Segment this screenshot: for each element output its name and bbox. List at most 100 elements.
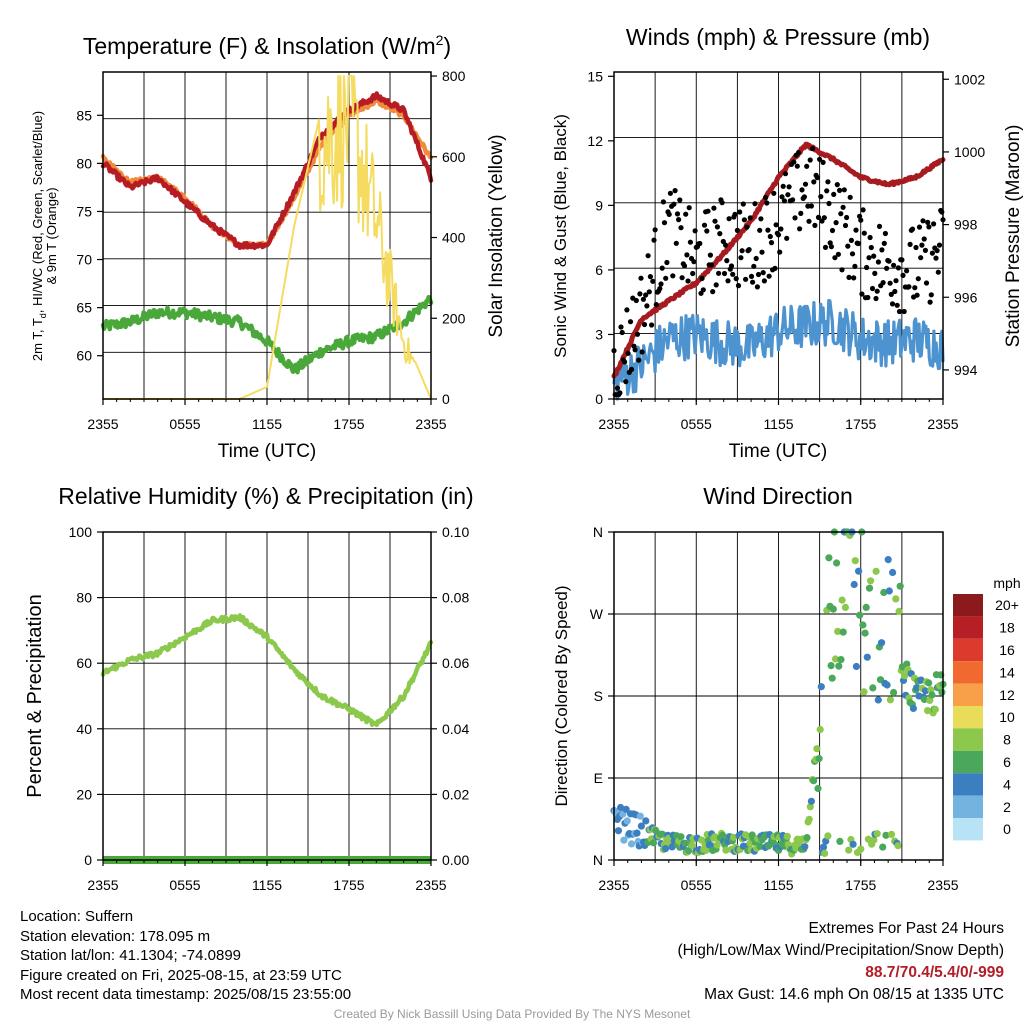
gust-point <box>754 284 761 290</box>
gust-point <box>834 182 840 188</box>
direction-point <box>857 845 865 853</box>
direction-point <box>867 577 875 585</box>
temp-y-axis: 60 65 70 75 80 85 <box>76 107 103 364</box>
gust-point <box>933 255 939 261</box>
x-tick-label: 1755 <box>333 877 364 893</box>
x-tick-label: 1155 <box>252 416 282 432</box>
y-tick-label: 75 <box>76 203 92 219</box>
wind-series-layer <box>611 141 946 401</box>
direction-point <box>633 829 641 837</box>
gust-point <box>820 159 826 165</box>
y-tick-label: 20 <box>76 786 92 802</box>
gust-point <box>855 240 862 247</box>
gust-point <box>707 252 714 258</box>
gust-point <box>676 217 682 223</box>
rh-chart-title: Relative Humidity (%) & Precipitation (i… <box>58 483 473 509</box>
gust-point <box>723 242 729 248</box>
direction-point <box>852 662 861 671</box>
direction-point <box>816 725 824 734</box>
dir-grid <box>614 532 943 860</box>
y-tick-label: 0 <box>84 852 92 868</box>
colorbar-label: 8 <box>1003 732 1011 748</box>
direction-point <box>917 676 925 684</box>
y2-tick-label: 400 <box>442 230 466 246</box>
gust-point <box>683 211 689 217</box>
gust-point <box>896 308 903 315</box>
gust-point <box>916 224 923 230</box>
gust-point <box>743 276 749 282</box>
gust-point <box>645 253 651 259</box>
gust-point <box>618 324 624 330</box>
direction-point <box>841 603 850 612</box>
colorbar-label: 14 <box>999 664 1015 680</box>
x-tick-label: 2355 <box>598 877 629 893</box>
temperature-panel: Temperature (F) & Insolation (W/m2) 60 65… <box>30 32 507 462</box>
gust-point <box>753 255 759 262</box>
colorbar-label: 16 <box>999 642 1015 658</box>
max-gust: Max Gust: 14.6 mph On 08/15 at 1335 UTC <box>704 986 1004 1003</box>
wind-chart-title: Winds (mph) & Pressure (mb) <box>626 24 930 50</box>
gust-point <box>767 233 773 240</box>
direction-point <box>879 843 887 851</box>
dir-y-axis-label: Direction (Colored By Speed) <box>552 585 571 806</box>
y-tick-label: 65 <box>76 300 92 316</box>
gust-point <box>732 211 738 217</box>
gust-point <box>920 218 926 224</box>
gust-point <box>841 187 847 193</box>
gust-point <box>907 241 913 247</box>
gust-point <box>744 224 750 230</box>
temp-x-axis-label: Time (UTC) <box>218 441 317 462</box>
gust-point <box>835 251 842 257</box>
x-tick-label: 2355 <box>415 877 446 893</box>
y-tick-label: 6 <box>595 262 603 278</box>
gust-point <box>684 252 690 258</box>
gust-point <box>708 262 715 268</box>
gust-point <box>818 194 824 200</box>
colorbar-title: mph <box>993 575 1020 591</box>
gust-point <box>927 299 933 305</box>
gust-point <box>799 187 805 193</box>
direction-point <box>872 567 880 575</box>
y-tick-label: E <box>594 770 603 786</box>
gust-point <box>730 271 736 277</box>
x-tick-label: 2355 <box>415 416 446 432</box>
gust-point <box>936 242 943 248</box>
y2-tick-label: 0.08 <box>442 590 469 606</box>
direction-point <box>924 707 932 715</box>
gust-point <box>814 175 820 181</box>
svg-text:& 9m T (Orange): & 9m T (Orange) <box>44 187 59 284</box>
temp-2m-line <box>100 91 434 251</box>
x-tick-label: 0555 <box>169 416 200 432</box>
gust-point <box>772 265 778 271</box>
gust-point <box>886 258 892 264</box>
y2-tick-label: 996 <box>954 289 978 305</box>
direction-point <box>825 554 833 562</box>
direction-point <box>849 840 857 848</box>
dir-series-layer <box>610 528 947 858</box>
gust-point <box>914 292 920 298</box>
direction-point <box>814 784 822 793</box>
gust-point <box>875 259 882 265</box>
colorbar-label: 6 <box>1003 754 1011 770</box>
wind-y-axis: 0 3 6 9 12 15 <box>587 68 614 407</box>
colorbar-swatch <box>953 728 983 751</box>
direction-point <box>681 839 689 847</box>
gust-point <box>671 201 677 207</box>
gust-point <box>846 274 852 280</box>
direction-point <box>642 817 650 825</box>
gust-point <box>763 194 769 201</box>
rh-x-axis: 2355 0555 1155 1755 2355 <box>87 860 447 893</box>
direction-point <box>859 621 867 629</box>
direction-point <box>870 836 878 844</box>
gust-point <box>678 225 684 231</box>
direction-point <box>833 559 841 567</box>
gust-point <box>895 265 902 271</box>
direction-point <box>909 704 918 713</box>
y2-tick-label: 200 <box>442 310 466 326</box>
x-tick-label: 1155 <box>252 877 282 893</box>
direction-point <box>890 688 898 697</box>
gust-point <box>884 265 890 271</box>
gust-point <box>901 308 907 315</box>
gust-point <box>934 248 940 254</box>
y-tick-label: W <box>590 606 604 622</box>
